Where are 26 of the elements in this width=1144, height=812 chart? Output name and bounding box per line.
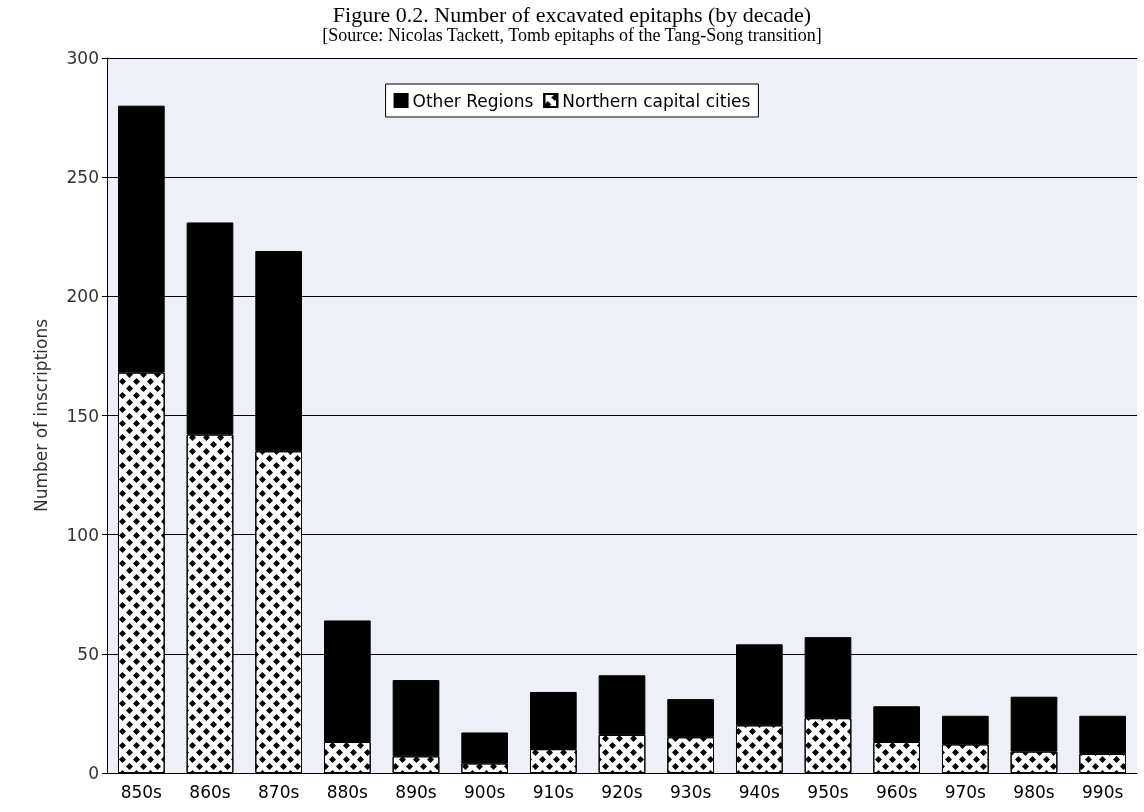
chart-title: Figure 0.2. Number of excavated epitaphs (by decade) [332,1,812,27]
x-tick-label: 960s [876,781,918,802]
y-tick-label: 150 [66,405,99,426]
y-tick-label: 0 [88,763,99,783]
y-tick-label: 250 [66,167,99,188]
x-tick-label: 940s [738,781,781,802]
x-tick-label: 980s [1013,781,1055,802]
legend-label: Northern capital cities [562,90,751,111]
x-tick-label: 850s [120,781,163,802]
legend-label: Other Regions [412,90,534,111]
y-tick-label: 200 [66,286,99,307]
x-tick-label: 890s [395,781,437,802]
y-axis-title: Number of inscriptions [30,318,51,513]
x-tick-label: 900s [464,781,506,802]
y-tick-label: 100 [66,524,99,545]
x-tick-label: 950s [807,781,849,802]
x-tick-label: 920s [601,781,643,802]
x-tick-label: 880s [326,781,369,802]
y-tick-label: 300 [66,48,99,68]
x-tick-label: 860s [189,781,231,802]
x-tick-label: 870s [258,781,300,802]
y-tick-label: 50 [77,643,99,664]
x-tick-label: 990s [1082,781,1124,802]
x-tick-label: 910s [532,781,575,802]
x-tick-label: 930s [670,781,712,802]
x-tick-label: 970s [944,781,987,802]
